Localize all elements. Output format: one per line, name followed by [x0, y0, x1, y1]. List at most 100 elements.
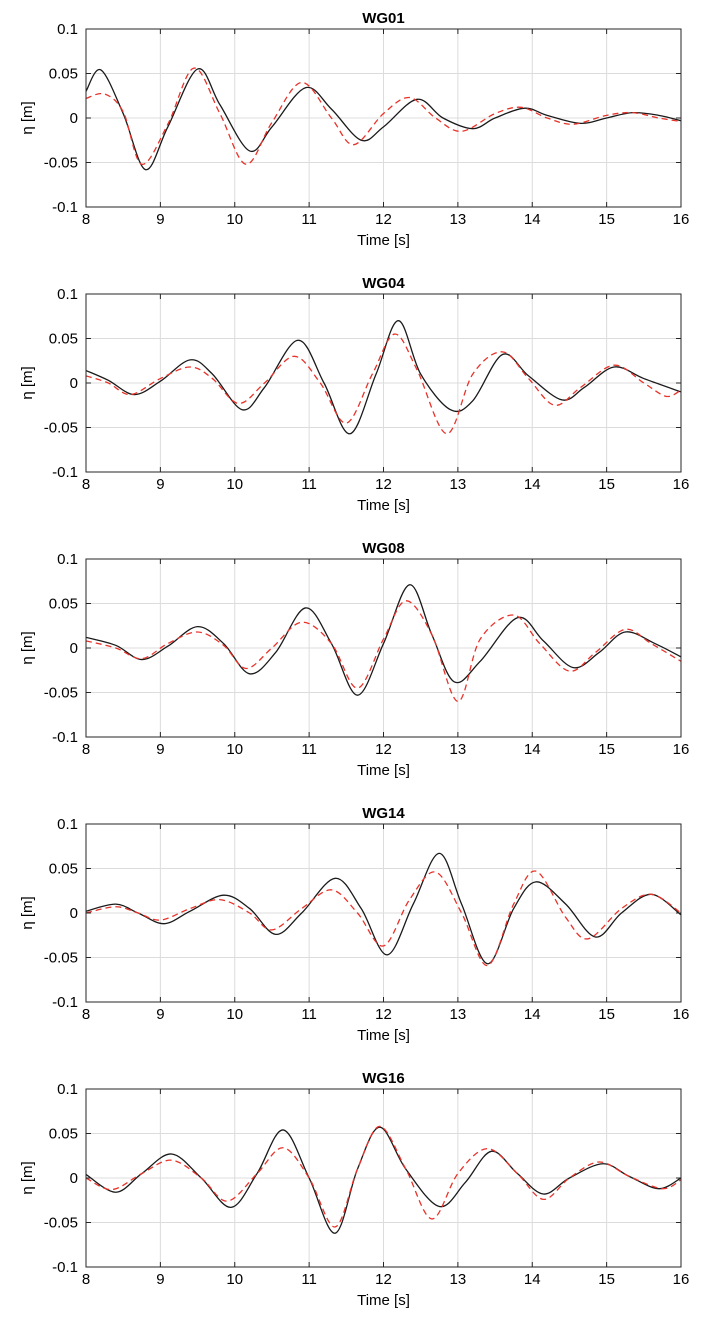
x-tick-label: 10	[226, 476, 243, 493]
y-tick-label: 0	[70, 375, 78, 392]
y-tick-label: 0.1	[57, 21, 78, 38]
x-tick-label: 8	[82, 1006, 90, 1023]
y-tick-label: 0.1	[57, 1081, 78, 1098]
y-axis-label: η [m]	[19, 101, 36, 134]
y-tick-label: -0.05	[44, 1215, 78, 1232]
y-tick-label: 0.05	[49, 1126, 78, 1143]
solid-black-series-line	[86, 852, 681, 965]
chart-panel-wg14: 8 9 10 11 12 13 14 15 16 -0.1 -0.05 0 0.05 0.1 WG14 Tim…	[19, 805, 689, 1044]
y-axis-label: η [m]	[19, 366, 36, 399]
y-tick-label: 0.05	[49, 66, 78, 83]
x-axis-label: Time [s]	[357, 232, 410, 249]
y-axis-label: η [m]	[19, 1161, 36, 1194]
y-tick-label: -0.05	[44, 155, 78, 172]
x-tick-label: 15	[598, 1271, 615, 1288]
x-tick-label: 14	[524, 476, 541, 493]
dashed-red-series-line	[86, 67, 681, 165]
solid-black-series-line	[86, 320, 681, 435]
x-tick-label: 8	[82, 1271, 90, 1288]
x-tick-label: 14	[524, 1271, 541, 1288]
dashed-red-series-line	[86, 600, 681, 703]
x-tick-label: 10	[226, 211, 243, 228]
y-tick-label: -0.05	[44, 950, 78, 967]
x-tick-label: 12	[375, 476, 392, 493]
x-tick-label: 12	[375, 1271, 392, 1288]
x-tick-label: 11	[301, 1271, 317, 1288]
x-tick-label: 8	[82, 741, 90, 758]
x-tick-label: 14	[524, 211, 541, 228]
x-tick-label: 16	[673, 1271, 690, 1288]
x-tick-label: 9	[156, 741, 164, 758]
y-axis-label: η [m]	[19, 896, 36, 929]
y-tick-label: -0.1	[52, 729, 78, 746]
x-axis-label: Time [s]	[357, 497, 410, 514]
y-tick-label: -0.1	[52, 464, 78, 481]
chart-title: WG08	[362, 540, 405, 557]
x-tick-label: 16	[673, 1006, 690, 1023]
x-tick-label: 13	[450, 211, 467, 228]
y-tick-label: 0.05	[49, 861, 78, 878]
x-tick-label: 16	[673, 476, 690, 493]
y-tick-label: 0	[70, 905, 78, 922]
x-tick-label: 11	[301, 211, 317, 228]
x-tick-label: 8	[82, 211, 90, 228]
x-tick-label: 9	[156, 1271, 164, 1288]
y-tick-label: 0	[70, 110, 78, 127]
y-tick-label: 0.1	[57, 286, 78, 303]
solid-black-series-line	[86, 1126, 681, 1234]
solid-black-series-line	[86, 584, 681, 696]
chart-panel-wg01: 8 9 10 11 12 13 14 15 16 -0.1 -0.05 0 0.05 0.1 WG01 Tim…	[19, 10, 689, 249]
solid-black-series-line	[86, 68, 681, 171]
x-tick-label: 13	[450, 1006, 467, 1023]
y-tick-label: 0	[70, 1170, 78, 1187]
y-tick-label: -0.1	[52, 1259, 78, 1276]
x-tick-label: 9	[156, 211, 164, 228]
x-tick-label: 10	[226, 1271, 243, 1288]
y-tick-label: -0.1	[52, 199, 78, 216]
chart-panel-wg04: 8 9 10 11 12 13 14 15 16 -0.1 -0.05 0 0.05 0.1 WG04 Tim…	[19, 275, 689, 514]
y-tick-label: 0.1	[57, 551, 78, 568]
x-tick-label: 15	[598, 211, 615, 228]
x-tick-label: 12	[375, 211, 392, 228]
x-axis-label: Time [s]	[357, 1292, 410, 1309]
chart-title: WG01	[362, 10, 405, 27]
chart-title: WG04	[362, 275, 405, 292]
dashed-red-series-line	[86, 870, 681, 967]
y-tick-label: -0.1	[52, 994, 78, 1011]
chart-title: WG16	[362, 1070, 405, 1087]
x-tick-label: 11	[301, 1006, 317, 1023]
x-tick-label: 10	[226, 741, 243, 758]
x-axis-label: Time [s]	[357, 762, 410, 779]
x-tick-label: 10	[226, 1006, 243, 1023]
chart-panel-wg16: 8 9 10 11 12 13 14 15 16 -0.1 -0.05 0 0.05 0.1 WG16 Tim…	[19, 1070, 689, 1309]
x-tick-label: 14	[524, 741, 541, 758]
x-tick-label: 12	[375, 1006, 392, 1023]
x-tick-label: 8	[82, 476, 90, 493]
chart-panel-wg08: 8 9 10 11 12 13 14 15 16 -0.1 -0.05 0 0.05 0.1 WG08 Tim…	[19, 540, 689, 779]
dashed-red-series-line	[86, 333, 681, 435]
x-tick-label: 16	[673, 741, 690, 758]
x-tick-label: 15	[598, 476, 615, 493]
x-tick-label: 9	[156, 1006, 164, 1023]
x-tick-label: 11	[301, 741, 317, 758]
x-tick-label: 14	[524, 1006, 541, 1023]
chart-title: WG14	[362, 805, 405, 822]
x-tick-label: 12	[375, 741, 392, 758]
y-tick-label: 0.05	[49, 331, 78, 348]
y-axis-label: η [m]	[19, 631, 36, 664]
x-tick-label: 16	[673, 211, 690, 228]
x-tick-label: 15	[598, 1006, 615, 1023]
x-tick-label: 13	[450, 476, 467, 493]
y-tick-label: 0	[70, 640, 78, 657]
y-tick-label: -0.05	[44, 420, 78, 437]
x-tick-label: 15	[598, 741, 615, 758]
x-tick-label: 13	[450, 741, 467, 758]
dashed-red-series-line	[86, 1125, 681, 1228]
y-tick-label: -0.05	[44, 685, 78, 702]
y-tick-label: 0.05	[49, 596, 78, 613]
x-tick-label: 11	[301, 476, 317, 493]
x-tick-label: 9	[156, 476, 164, 493]
y-tick-label: 0.1	[57, 816, 78, 833]
x-tick-label: 13	[450, 1271, 467, 1288]
